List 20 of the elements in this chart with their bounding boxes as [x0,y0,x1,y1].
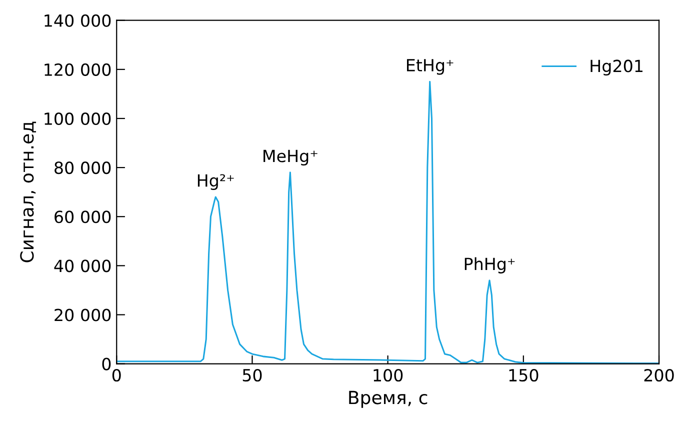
legend-label: Hg201 [590,60,642,76]
x-tick-label: 200 [644,368,674,382]
annotation: PhHg⁺ [464,257,515,274]
y-tick-label: 20 000 [54,308,111,322]
annotation: EtHg⁺ [407,59,454,75]
y-axis-title: Сигнал, отн.ед [20,122,36,262]
y-tick-label: 140 000 [44,14,111,27]
y-tick-label: 60 000 [54,210,111,224]
y-tick-label: 0 [102,358,111,370]
y-tick-label: 100 000 [44,112,111,126]
y-tick-label: 80 000 [54,162,111,174]
x-tick-label: 150 [509,368,538,382]
x-tick-label: 100 [374,368,403,382]
annotation: MeHg⁺ [264,150,318,166]
y-tick-label: 40 000 [54,260,111,272]
x-tick-label: 50 [242,368,262,382]
y-tick-label: 120 000 [44,63,111,76]
x-axis-title: Время, с [349,390,428,408]
annotation: Hg²⁺ [198,174,234,190]
x-tick-label: 0 [112,368,121,382]
